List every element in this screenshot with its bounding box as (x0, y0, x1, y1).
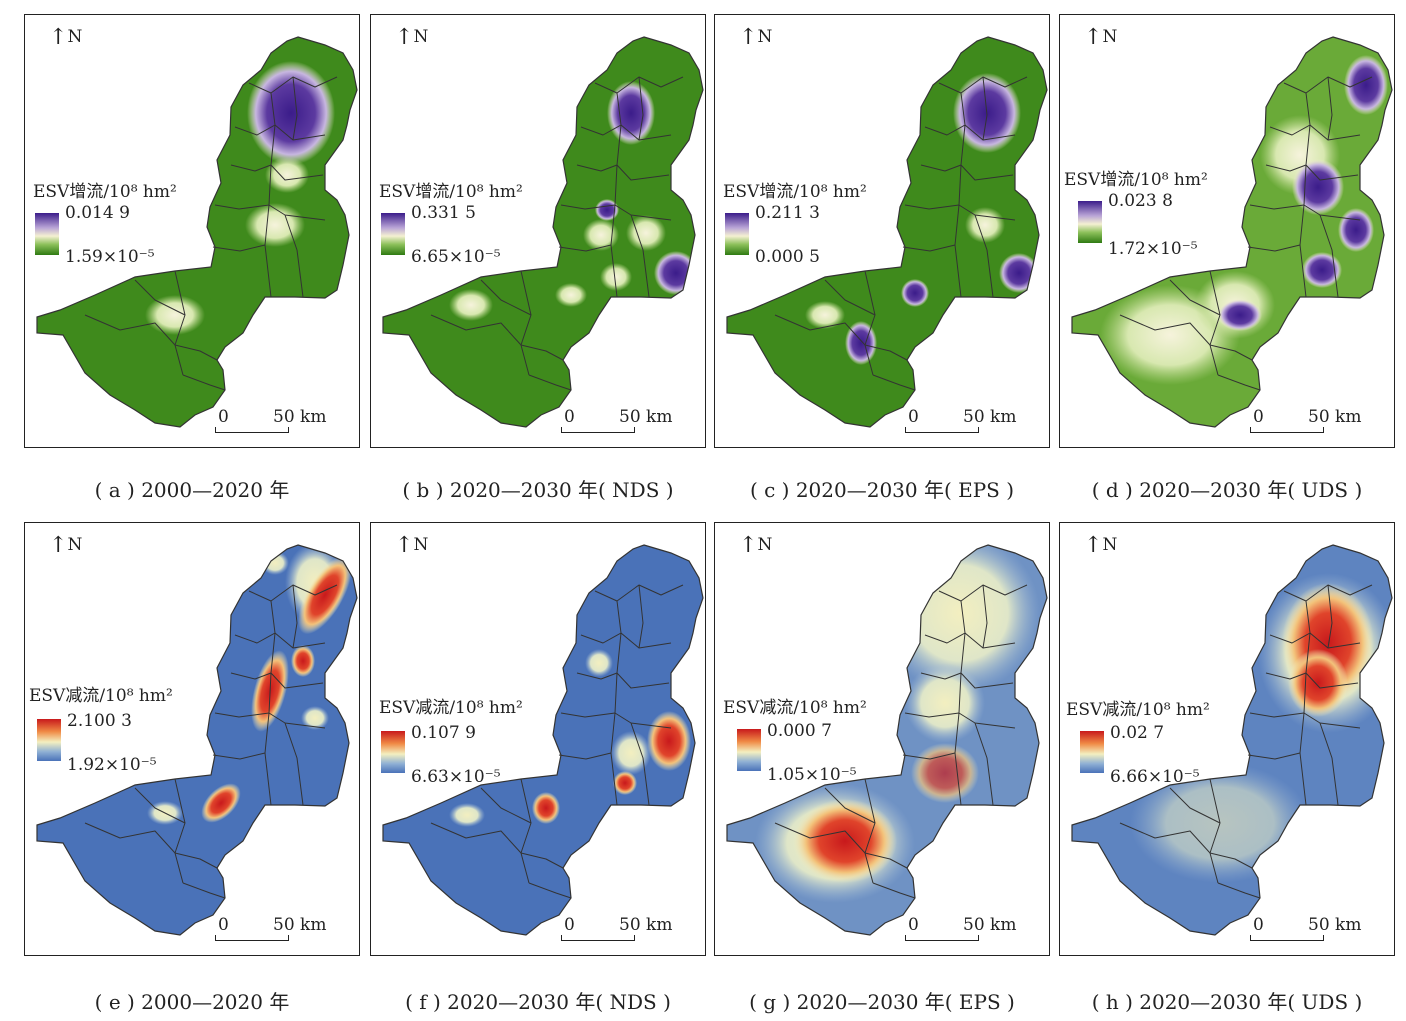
map-a (36, 36, 358, 428)
legend-max: 0.211 3 (755, 203, 820, 223)
legend-min: 1.72×10⁻⁵ (1108, 239, 1198, 259)
map-f (382, 544, 704, 936)
caption-e: ( e ) 2000—2020 年 (94, 990, 290, 1014)
legend-max: 0.107 9 (411, 723, 476, 743)
legend-color-bar (725, 213, 749, 255)
legend-min: 6.63×10⁻⁵ (411, 767, 501, 787)
map-panel-d: ↑N ESV增流/10⁸ hm² 0.023 8 1.72×10⁻⁵ 0 50 k… (1059, 14, 1395, 448)
legend-title: ESV减流/10⁸ hm² (1066, 700, 1210, 720)
scale-bar: 0 50 km (905, 407, 1025, 433)
map-d (1071, 36, 1393, 428)
map-panel-e: ↑N ESV减流/10⁸ hm² 2.100 3 1.92×10⁻⁵ 0 50 k… (24, 522, 360, 956)
scale-bar: 0 50 km (561, 915, 681, 941)
scale-bar: 0 50 km (215, 915, 335, 941)
legend-title: ESV减流/10⁸ hm² (29, 686, 173, 706)
legend-min: 1.92×10⁻⁵ (67, 755, 157, 775)
caption-b: ( b ) 2020—2030 年( NDS ) (402, 478, 674, 502)
caption-a: ( a ) 2000—2020 年 (94, 478, 290, 502)
caption-d: ( d ) 2020—2030 年( UDS ) (1091, 478, 1363, 502)
map-b (382, 36, 704, 428)
legend-color-bar (737, 729, 761, 771)
scale-bar: 0 50 km (215, 407, 335, 433)
map-panel-h: ↑N ESV减流/10⁸ hm² 0.02 7 6.66×10⁻⁵ 0 50 km (1059, 522, 1395, 956)
legend-min: 0.000 5 (755, 247, 820, 267)
legend-min: 6.66×10⁻⁵ (1110, 767, 1200, 787)
legend: ESV减流/10⁸ hm² 0.000 7 1.05×10⁻⁵ (723, 693, 867, 785)
north-arrow: ↑N (1084, 25, 1118, 50)
caption-h: ( h ) 2020—2030 年( UDS ) (1091, 990, 1363, 1014)
legend: ESV增流/10⁸ hm² 0.023 8 1.72×10⁻⁵ (1064, 165, 1208, 259)
caption-f: ( f ) 2020—2030 年( NDS ) (405, 990, 671, 1014)
north-arrow: ↑N (1084, 533, 1118, 558)
legend-title: ESV增流/10⁸ hm² (379, 182, 523, 202)
legend: ESV减流/10⁸ hm² 0.107 9 6.63×10⁻⁵ (379, 693, 523, 787)
map-h (1071, 544, 1393, 936)
legend-color-bar (381, 213, 405, 255)
legend-title: ESV增流/10⁸ hm² (1064, 170, 1208, 190)
map-panel-c: ↑N ESV增流/10⁸ hm² 0.211 3 0.000 5 0 50 km (714, 14, 1050, 448)
legend-color-bar (35, 213, 59, 255)
map-g (726, 544, 1048, 936)
legend-max: 2.100 3 (67, 711, 132, 731)
scale-bar: 0 50 km (905, 915, 1025, 941)
legend-title: ESV减流/10⁸ hm² (723, 698, 867, 718)
scale-bar: 0 50 km (1250, 407, 1370, 433)
legend-max: 0.023 8 (1108, 191, 1173, 211)
north-arrow: ↑N (395, 533, 429, 558)
north-arrow: ↑N (49, 25, 83, 50)
legend-color-bar (381, 731, 405, 773)
north-arrow: ↑N (49, 533, 83, 558)
legend: ESV减流/10⁸ hm² 2.100 3 1.92×10⁻⁵ (29, 681, 173, 775)
legend: ESV减流/10⁸ hm² 0.02 7 6.66×10⁻⁵ (1066, 695, 1210, 787)
legend-title: ESV减流/10⁸ hm² (379, 698, 523, 718)
north-arrow: ↑N (739, 25, 773, 50)
map-panel-b: ↑N ESV增流/10⁸ hm² 0.331 5 6.65×10⁻⁵ 0 50 k… (370, 14, 706, 448)
legend-title: ESV增流/10⁸ hm² (723, 182, 867, 202)
legend: ESV增流/10⁸ hm² 0.014 9 1.59×10⁻⁵ (33, 177, 177, 267)
map-panel-a: ↑N ESV增流/10⁸ hm² 0.014 9 1.59×10⁻⁵ 0 50 k… (24, 14, 360, 448)
legend-max: 0.000 7 (767, 721, 832, 741)
legend-max: 0.02 7 (1110, 723, 1165, 743)
map-panel-g: ↑N ESV减流/10⁸ hm² 0.000 7 1.05×10⁻⁵ 0 50 k… (714, 522, 1050, 956)
legend-title: ESV增流/10⁸ hm² (33, 182, 177, 202)
legend-min: 6.65×10⁻⁵ (411, 247, 501, 267)
caption-g: ( g ) 2020—2030 年( EPS ) (749, 990, 1015, 1014)
north-arrow: ↑N (395, 25, 429, 50)
legend-min: 1.05×10⁻⁵ (767, 765, 857, 785)
legend-max: 0.331 5 (411, 203, 476, 223)
legend-color-bar (1080, 731, 1104, 773)
map-panel-f: ↑N ESV减流/10⁸ hm² 0.107 9 6.63×10⁻⁵ 0 50 k… (370, 522, 706, 956)
north-arrow: ↑N (739, 533, 773, 558)
legend-color-bar (37, 719, 61, 761)
caption-c: ( c ) 2020—2030 年( EPS ) (749, 478, 1015, 502)
map-c (726, 36, 1048, 428)
legend-max: 0.014 9 (65, 203, 130, 223)
scale-bar: 0 50 km (561, 407, 681, 433)
map-e (36, 544, 358, 936)
legend-color-bar (1078, 201, 1102, 243)
legend-min: 1.59×10⁻⁵ (65, 247, 155, 267)
scale-bar: 0 50 km (1250, 915, 1370, 941)
legend: ESV增流/10⁸ hm² 0.211 3 0.000 5 (723, 177, 867, 267)
legend: ESV增流/10⁸ hm² 0.331 5 6.65×10⁻⁵ (379, 177, 523, 267)
